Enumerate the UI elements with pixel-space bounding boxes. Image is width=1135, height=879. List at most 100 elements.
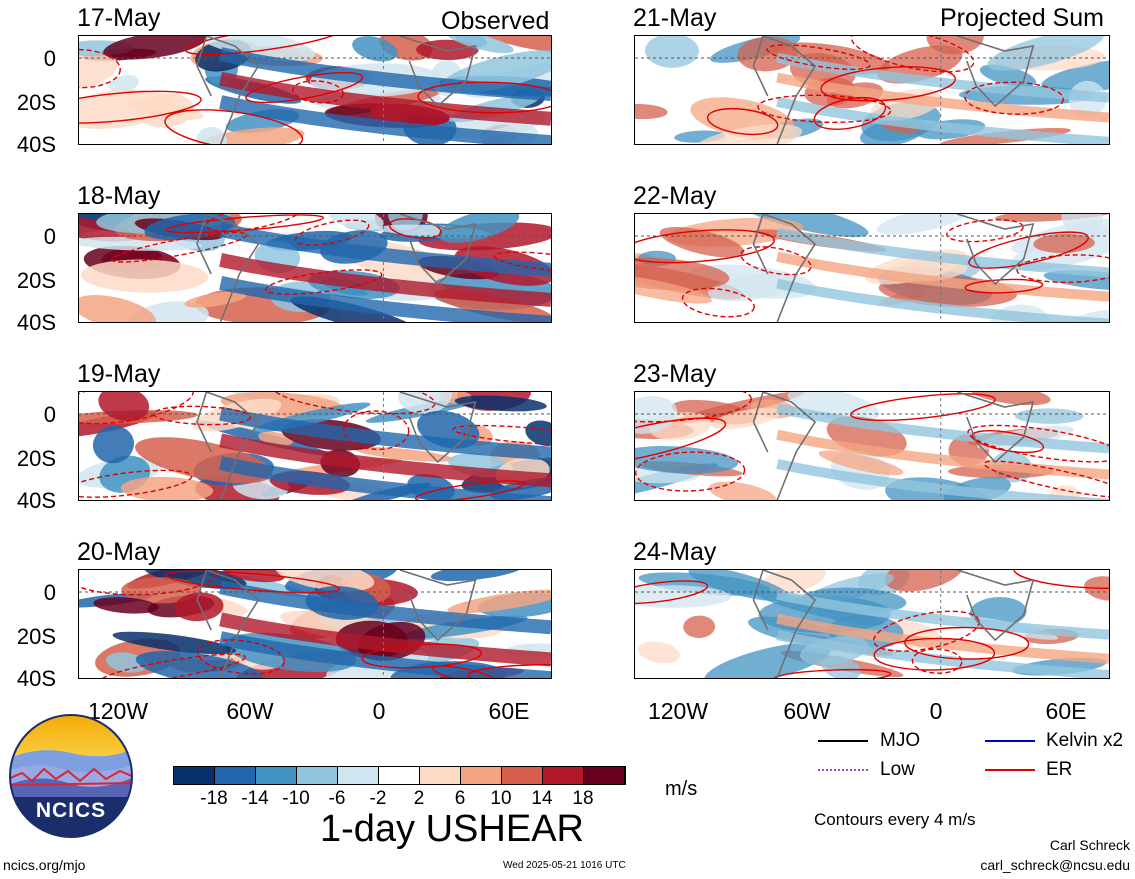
shear-anomaly-patch — [447, 589, 551, 614]
shear-anomaly-patch — [103, 36, 207, 60]
x-tick-label: 120W — [87, 698, 149, 724]
shear-anomaly-patch — [388, 214, 423, 231]
shear-anomaly-patch — [635, 396, 678, 434]
colorbar-tick-label: -2 — [369, 788, 387, 809]
shear-anomaly-patch — [438, 214, 520, 243]
er-contour — [983, 460, 1109, 498]
shear-anomaly-patch — [195, 126, 228, 144]
site-url: ncics.org/mjo — [3, 857, 86, 873]
shear-anomaly-patch — [876, 214, 968, 235]
er-contour — [850, 393, 996, 422]
shear-anomaly-patch — [120, 476, 214, 500]
shear-anomaly-patch — [884, 570, 964, 592]
shear-anomaly-patch — [93, 597, 159, 614]
er-contour — [343, 410, 410, 451]
er-contour — [635, 417, 727, 466]
colorbar-tick-label: -10 — [282, 788, 310, 809]
shear-anomaly-patch — [446, 36, 514, 54]
colorbar-tick-label: 14 — [531, 788, 553, 809]
er-contour — [292, 80, 344, 104]
x-tick-label: 60E — [1045, 698, 1087, 724]
shear-anomaly-patch — [275, 570, 375, 592]
legend-swatch-low — [818, 769, 868, 771]
er-contour — [417, 81, 551, 114]
shear-anomaly-patch — [525, 420, 551, 446]
colorbar-tick-label: 6 — [454, 788, 466, 809]
er-contour — [79, 392, 195, 425]
shear-anomaly-patch — [416, 39, 479, 61]
er-contour — [432, 665, 498, 678]
shear-anomaly-patch — [969, 392, 1051, 406]
date-label: 20-May — [77, 538, 161, 566]
y-tick-label: 0 — [43, 224, 56, 249]
er-contour — [757, 94, 892, 123]
shear-anomaly-patch — [708, 481, 777, 500]
shear-anomaly-patch — [79, 215, 137, 242]
x-tick-label: 0 — [929, 698, 943, 724]
colorbar-tick-label: 10 — [490, 788, 512, 809]
legend-swatch-mjo — [818, 740, 868, 742]
colorbar-cell — [215, 767, 256, 784]
shear-band — [219, 406, 551, 461]
er-contour — [964, 278, 1044, 294]
south-america-outline — [752, 214, 817, 322]
shear-anomaly-patch — [328, 214, 384, 230]
shear-band — [776, 613, 1109, 664]
shear-anomaly-patch — [174, 592, 224, 622]
er-contour — [706, 107, 779, 136]
colorbar-tick-label: 18 — [572, 788, 594, 809]
shear-anomaly-patch — [477, 36, 551, 56]
shear-anomaly-patch — [926, 36, 984, 55]
legend-label-low: Low — [880, 759, 915, 780]
er-contour — [681, 287, 755, 318]
shear-band — [776, 459, 1109, 500]
shear-band — [776, 630, 1109, 678]
shear-anomaly-patch — [707, 273, 796, 302]
shear-anomaly-patch — [704, 642, 832, 678]
er-contour — [294, 219, 370, 246]
map-panel — [634, 213, 1110, 323]
x-tick-label: 60W — [783, 698, 831, 724]
er-contour — [964, 81, 1064, 115]
er-contour — [205, 214, 303, 232]
shear-anomaly-patch — [1043, 270, 1109, 291]
shear-band — [219, 253, 551, 307]
er-contour — [635, 229, 775, 264]
x-tick-label: 0 — [372, 698, 386, 724]
shear-anomaly-patch — [454, 395, 547, 412]
africa-outline — [957, 214, 1035, 286]
y-tick-label: 0 — [43, 580, 56, 605]
date-label: 22-May — [633, 182, 717, 210]
shear-band — [776, 72, 1109, 123]
colorbar-cell — [338, 767, 379, 784]
shear-anomaly-patch — [1014, 408, 1084, 424]
shear-band — [776, 96, 1109, 144]
map-panel — [634, 35, 1110, 145]
projected-sum-title: Projected Sum — [940, 4, 1104, 32]
er-contour — [414, 480, 525, 500]
map-panel — [634, 569, 1110, 679]
africa-outline — [957, 392, 1035, 464]
er-contour — [635, 451, 746, 492]
south-america-outline — [196, 214, 260, 322]
y-tick-label: 20S — [16, 624, 56, 649]
colorbar-cell — [420, 767, 461, 784]
colorbar-tick-label: 2 — [413, 788, 425, 809]
date-label: 21-May — [633, 4, 717, 32]
colorbar — [173, 766, 626, 785]
timestamp: Wed 2025-05-21 1016 UTC — [503, 860, 626, 871]
er-contour — [971, 430, 1045, 454]
colorbar-tick-label: -6 — [328, 788, 346, 809]
er-contour — [452, 424, 551, 446]
er-contour — [635, 580, 709, 605]
er-contour — [79, 90, 202, 124]
shear-anomaly-patch — [112, 631, 236, 655]
date-label: 18-May — [77, 182, 161, 210]
south-america-outline — [752, 570, 817, 678]
shear-anomaly-patch — [1041, 58, 1109, 93]
colorbar-tick-label: -18 — [200, 788, 228, 809]
shear-anomaly-patch — [711, 407, 782, 430]
legend-label-mjo: MJO — [880, 730, 921, 751]
shear-anomaly-patch — [692, 124, 803, 144]
x-tick-label: 60E — [488, 698, 530, 724]
